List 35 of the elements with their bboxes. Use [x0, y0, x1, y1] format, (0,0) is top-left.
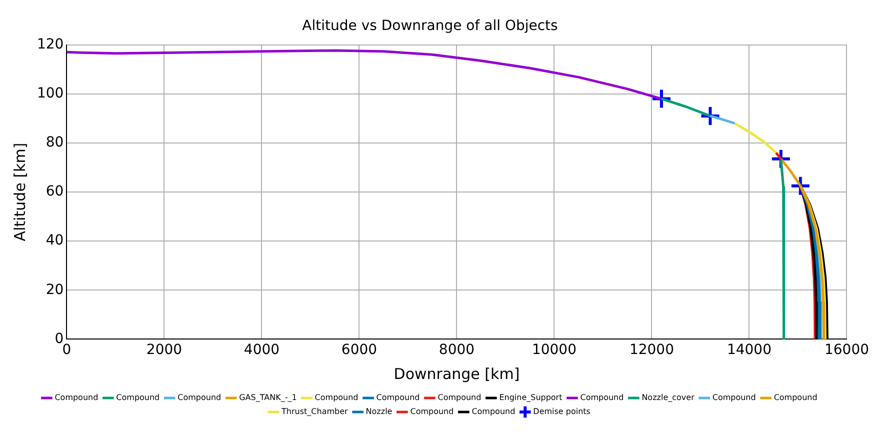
- y-tick-label: 60: [46, 184, 64, 200]
- legend-label: Compound: [410, 407, 454, 416]
- y-tick-label: 40: [46, 232, 64, 249]
- y-tick-label: 0: [54, 330, 64, 347]
- legend-label: Compound: [712, 393, 756, 402]
- y-tick-label: 80: [46, 134, 64, 151]
- x-tick-label: 10000: [532, 342, 576, 358]
- y-tick-label: 20: [46, 282, 64, 298]
- legend-label: Compound: [54, 393, 98, 402]
- x-tick-label: 12000: [629, 342, 674, 358]
- legend-label: GAS_TANK_-_1: [239, 393, 297, 402]
- x-tick-label: 6000: [341, 342, 378, 358]
- legend-label: Demise points: [533, 407, 590, 416]
- x-tick-label: 14000: [726, 342, 772, 358]
- x-tick-label: 4000: [244, 342, 280, 358]
- y-axis-title: Altitude [km]: [10, 142, 29, 242]
- x-tick-label: 8000: [438, 342, 475, 358]
- legend-label: Engine_Support: [499, 393, 562, 402]
- legend-label: Compound: [774, 393, 818, 402]
- y-tick-label: 100: [36, 86, 64, 102]
- legend-label: Compound: [314, 393, 358, 402]
- legend-label: Nozzle: [366, 407, 392, 416]
- legend-label: Compound: [116, 393, 160, 402]
- legend-label: Compound: [376, 393, 420, 402]
- legend-label: Compound: [580, 393, 624, 402]
- x-axis-title: Downrange [km]: [394, 364, 520, 383]
- legend-label: Compound: [472, 407, 516, 416]
- legend-label: Compound: [438, 393, 482, 402]
- legend-label: Thrust_Chamber: [280, 407, 349, 416]
- y-tick-label: 120: [36, 36, 64, 52]
- chart-title: Altitude vs Downrange of all Objects: [302, 18, 558, 34]
- x-tick-label: 16000: [824, 342, 870, 358]
- x-tick-label: 2000: [146, 342, 182, 358]
- legend-label: Nozzle_cover: [642, 393, 696, 402]
- legend-label: Compound: [178, 393, 222, 402]
